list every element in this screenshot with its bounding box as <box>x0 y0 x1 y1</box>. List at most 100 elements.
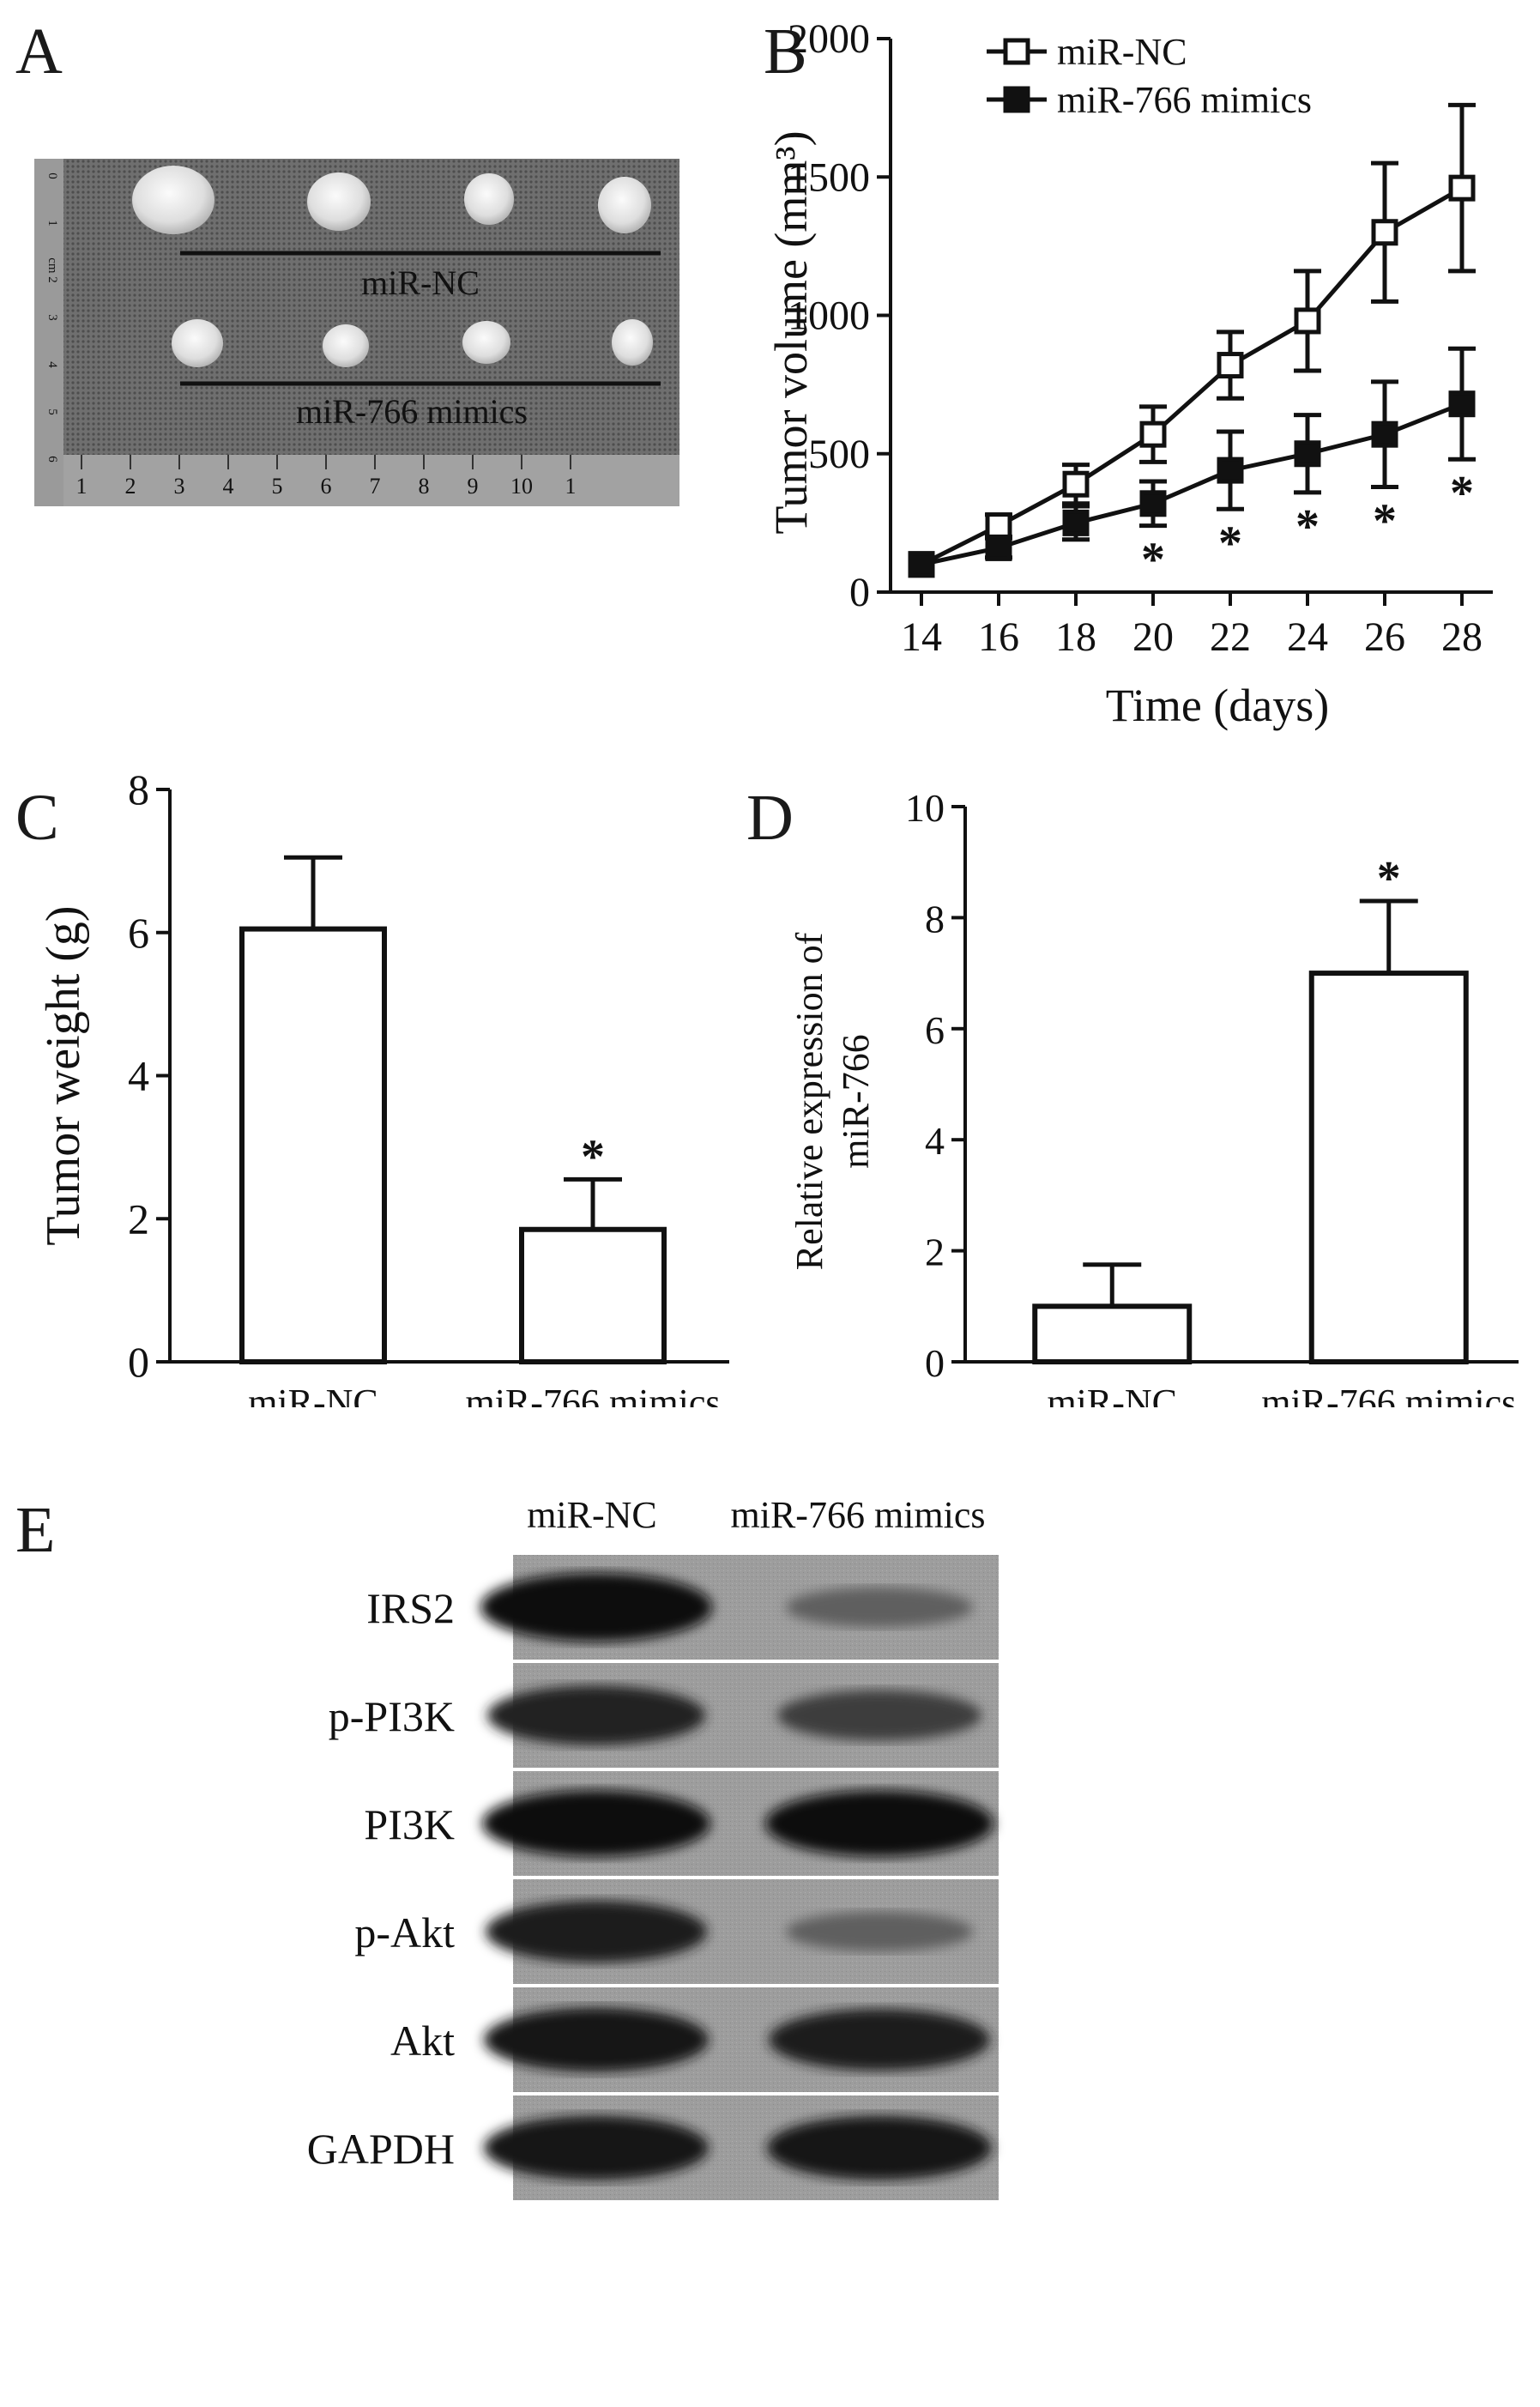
significance-marker: * <box>1373 494 1397 547</box>
x-category-label: miR-NC <box>248 1382 378 1407</box>
blot-row-label: p-Akt <box>354 1908 455 1956</box>
bar <box>1032 1303 1193 1364</box>
x-axis-title: Time (days) <box>1106 680 1330 731</box>
data-point <box>1217 457 1244 484</box>
bar <box>1308 971 1469 1364</box>
chart-b-tumor-volume: 0 500 1000 1500 2000 14 16 18 20 22 24 26 28 Time (da… <box>765 17 1493 731</box>
y-tick-label: 8 <box>925 897 945 940</box>
significance-marker: * <box>1450 467 1474 520</box>
blot-band <box>767 2115 992 2180</box>
blot-band <box>482 1790 710 1857</box>
panel-label-c: C <box>15 782 59 854</box>
y-tick-label: 2000 <box>788 17 870 62</box>
blot-band <box>786 1587 973 1628</box>
data-point <box>1371 420 1398 448</box>
ruler-left-tick-label: cm 2 <box>45 257 59 283</box>
blot-band <box>480 1573 712 1642</box>
ruler-bottom-tick-label: 3 <box>174 474 185 499</box>
bar <box>239 926 387 1365</box>
chart-c-tumor-weight: 0 2 4 6 8 miR-NC * miR-766 mimics Tumor weight (… <box>37 772 729 1407</box>
ruler-bottom-tick-label: 9 <box>468 474 479 499</box>
ruler-bottom-labels: 1 2 3 4 5 6 7 8 9 10 1 <box>76 455 577 499</box>
panel-label-b: B <box>764 15 807 88</box>
data-point <box>1371 219 1398 246</box>
ruler-bottom-tick-label: 1 <box>565 474 577 499</box>
y-tick-label: 4 <box>925 1119 945 1163</box>
panel-label-a: A <box>15 15 63 88</box>
legend-label: miR-766 mimics <box>1057 79 1312 121</box>
group-label-mimics: miR-766 mimics <box>296 392 528 431</box>
ruler-bottom-tick-label: 7 <box>370 474 381 499</box>
tumor-mimic-2 <box>323 324 369 367</box>
y-tick-label: 2 <box>128 1194 149 1243</box>
y-tick-label: 6 <box>925 1008 945 1052</box>
ruler-bottom-tick-label: 5 <box>272 474 283 499</box>
chart-d-relative-expression: 0 2 4 6 8 10 miR-NC * miR-766 mimics Relative exp… <box>788 786 1519 1407</box>
y-tick-label: 4 <box>128 1052 149 1100</box>
panel-label-d: D <box>746 782 794 854</box>
y-axis-title: Tumor weight (g) <box>37 905 90 1245</box>
significance-marker: * <box>1295 500 1320 553</box>
bar <box>519 1226 667 1364</box>
ruler-bottom-tick-label: 8 <box>419 474 430 499</box>
data-point <box>1294 440 1321 468</box>
ruler-left-tick-label: 6 <box>45 456 59 463</box>
legend-marker <box>1003 86 1030 113</box>
x-tick-label: 28 <box>1441 614 1483 660</box>
tumor-mimic-1 <box>172 319 223 367</box>
significance-marker: * <box>1377 852 1401 905</box>
ruler-bottom <box>63 455 679 506</box>
x-tick-label: 22 <box>1210 614 1251 660</box>
blot-row-label: Akt <box>390 2017 455 2065</box>
blot-band <box>484 2115 709 2180</box>
blot-row-label: PI3K <box>364 1800 455 1848</box>
data-point <box>1217 352 1244 379</box>
ruler-left-tick-label: 5 <box>45 408 59 415</box>
x-tick-label: 16 <box>978 614 1019 660</box>
data-point <box>1139 490 1167 517</box>
y-tick-label: 0 <box>128 1338 149 1386</box>
blot-band <box>786 1911 973 1952</box>
y-tick-label: 10 <box>905 786 945 830</box>
data-point <box>1448 390 1476 418</box>
ruler-bottom-tick-label: 1 <box>76 474 88 499</box>
ruler-left-tick-label: 4 <box>45 361 59 368</box>
blot-band <box>486 1900 707 1963</box>
y-tick-label: 1500 <box>788 154 870 200</box>
ruler-left-tick-label: 1 <box>45 220 59 227</box>
ruler-bottom-tick-label: 4 <box>223 474 234 499</box>
y-tick-label: 2 <box>925 1231 945 1274</box>
y-tick-label: 6 <box>128 909 149 957</box>
data-point <box>1139 420 1167 448</box>
tumor-photo: 0 1 cm 2 3 4 5 6 1 2 3 4 5 6 7 8 9 10 1 miR-NC miR-766 m… <box>34 159 679 506</box>
ruler-left <box>34 159 63 506</box>
x-tick-label: 18 <box>1055 614 1096 660</box>
significance-marker: * <box>581 1130 605 1183</box>
blot-row-label: p-PI3K <box>329 1692 455 1740</box>
blot-lane-label-1: miR-NC <box>527 1494 657 1536</box>
group-label-nc: miR-NC <box>361 263 480 302</box>
data-point <box>985 534 1012 561</box>
y-tick-label: 8 <box>128 772 149 813</box>
x-category-label: miR-766 mimics <box>1261 1382 1516 1407</box>
blot-lane-label-2: miR-766 mimics <box>731 1494 986 1536</box>
data-point <box>1294 307 1321 335</box>
y-axis-title: Tumor volume (mm³) <box>765 130 817 534</box>
significance-marker: * <box>1141 534 1165 587</box>
x-tick-label: 26 <box>1364 614 1405 660</box>
blot-row-label: IRS2 <box>366 1584 455 1632</box>
data-point <box>1062 509 1090 536</box>
x-tick-label: 14 <box>901 614 942 660</box>
blot-band <box>769 2008 990 2071</box>
x-category-label: miR-766 mimics <box>466 1382 721 1407</box>
y-tick-label: 1000 <box>788 293 870 339</box>
y-axis-title-line: Relative expression of <box>788 932 830 1270</box>
legend-label: miR-NC <box>1057 31 1187 73</box>
western-blot: miR-NC miR-766 mimics IRS2 p-PI3K PI3K p-Ak… <box>307 1494 999 2200</box>
tumor-nc-4 <box>598 177 651 233</box>
y-tick-label: 0 <box>925 1341 945 1385</box>
ruler-left-tick-label: 3 <box>45 314 59 321</box>
x-category-label: miR-NC <box>1047 1382 1177 1407</box>
blot-band <box>484 2007 709 2072</box>
data-point <box>1448 174 1476 202</box>
